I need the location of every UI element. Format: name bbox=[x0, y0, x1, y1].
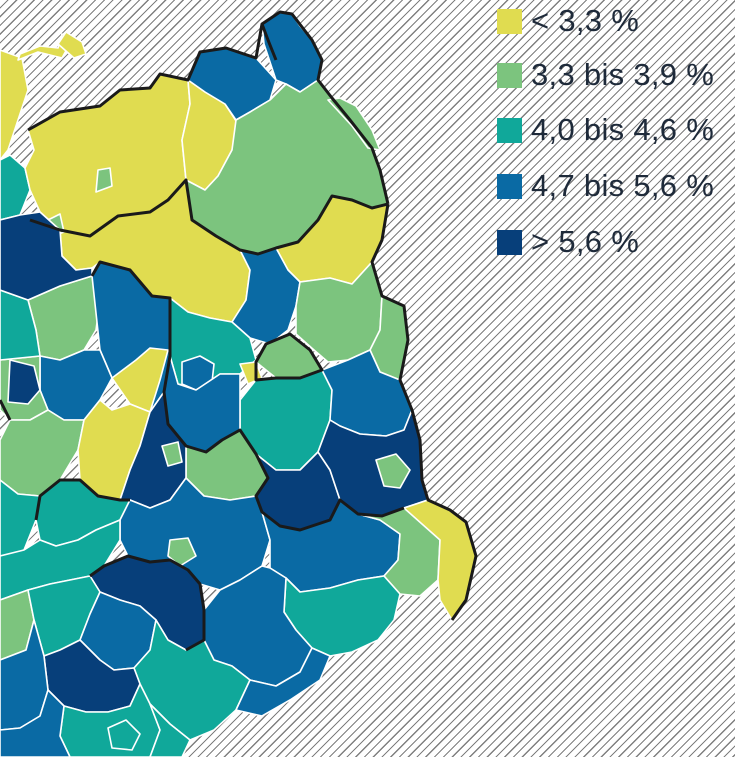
district-region bbox=[17, 33, 73, 61]
legend-label: 3,3 bis 3,9 % bbox=[531, 57, 715, 92]
district-region bbox=[235, 647, 331, 717]
state-border bbox=[370, 203, 478, 621]
district-region bbox=[57, 31, 87, 59]
district-region bbox=[161, 441, 183, 467]
district-region bbox=[0, 409, 85, 497]
legend-item-4-7-to-5-6: 4,7 bis 5,6 % bbox=[497, 166, 714, 206]
legend-swatch bbox=[497, 8, 522, 34]
state-border bbox=[0, 399, 12, 421]
district-region bbox=[95, 167, 113, 193]
legend-item-gt-5-6: > 5,6 % bbox=[497, 222, 639, 262]
district-region bbox=[7, 359, 41, 405]
state-border bbox=[34, 478, 130, 521]
legend-label: 4,7 bis 5,6 % bbox=[531, 168, 715, 203]
legend-label: 4,0 bis 4,6 % bbox=[531, 112, 715, 147]
district-region bbox=[149, 703, 191, 757]
legend-label: < 3,3 % bbox=[531, 3, 640, 38]
legend-swatch bbox=[497, 62, 522, 88]
legend-swatch bbox=[497, 229, 522, 255]
district-region bbox=[107, 719, 141, 751]
district-region bbox=[0, 689, 71, 757]
legend-item-4-0-to-4-6: 4,0 bis 4,6 % bbox=[497, 110, 714, 150]
state-border bbox=[29, 178, 389, 256]
legend-swatch bbox=[497, 117, 522, 143]
district-region bbox=[0, 154, 31, 221]
district-region bbox=[0, 49, 29, 161]
district-region bbox=[0, 211, 93, 301]
legend-item-3-3-to-3-9: 3,3 bis 3,9 % bbox=[497, 55, 714, 95]
district-region bbox=[167, 537, 197, 567]
legend-swatch bbox=[497, 173, 522, 199]
state-border bbox=[254, 332, 324, 382]
legend-item-lt-3-3: < 3,3 % bbox=[497, 1, 639, 41]
state-border bbox=[260, 23, 278, 61]
state-border bbox=[90, 260, 405, 532]
district-region bbox=[375, 453, 411, 489]
state-border bbox=[89, 554, 206, 652]
legend-label: > 5,6 % bbox=[531, 224, 640, 259]
